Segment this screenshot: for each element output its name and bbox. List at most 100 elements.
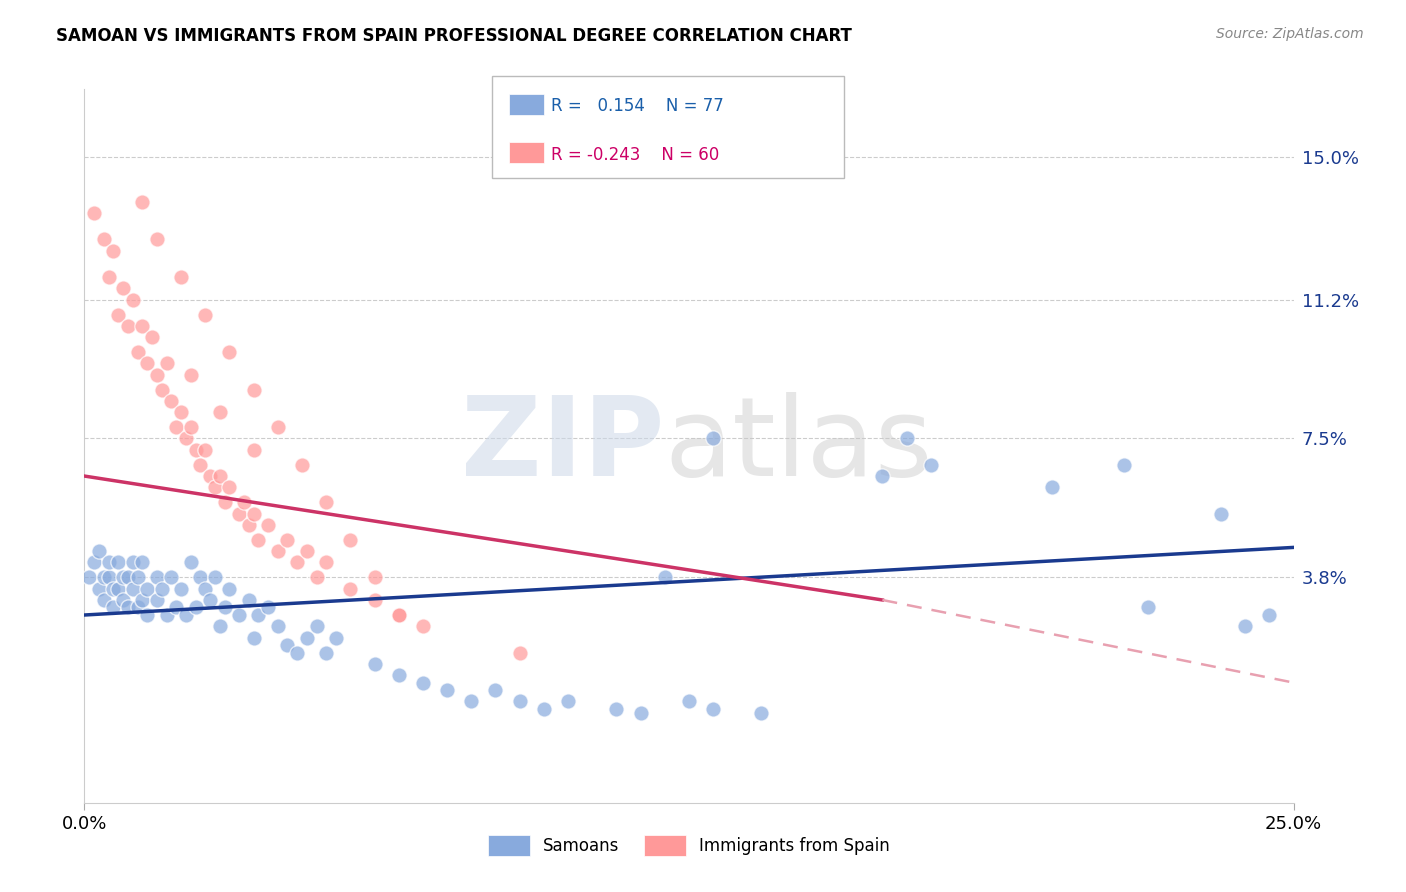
Point — [107, 556, 129, 570]
Point — [146, 570, 169, 584]
Point — [127, 570, 149, 584]
Point — [93, 570, 115, 584]
Point — [174, 607, 197, 622]
Point — [107, 308, 129, 322]
Point — [242, 383, 264, 397]
Point — [363, 593, 385, 607]
Point — [285, 646, 308, 660]
Point — [896, 432, 918, 446]
Point — [155, 607, 177, 622]
Point — [557, 694, 579, 708]
Point — [83, 556, 105, 570]
Point — [117, 600, 139, 615]
Point — [190, 458, 212, 472]
Point — [160, 570, 183, 584]
Point — [305, 570, 328, 584]
Point — [388, 607, 411, 622]
Point — [214, 495, 236, 509]
Point — [242, 442, 264, 457]
Point — [484, 683, 506, 698]
Point — [339, 582, 361, 596]
Point — [83, 206, 105, 220]
Point — [1234, 619, 1257, 633]
Point — [136, 356, 159, 370]
Point — [204, 480, 226, 494]
Point — [121, 556, 143, 570]
Text: R =   0.154    N = 77: R = 0.154 N = 77 — [551, 97, 724, 115]
Point — [1209, 507, 1232, 521]
Point — [208, 469, 231, 483]
Point — [160, 393, 183, 408]
Text: R = -0.243    N = 60: R = -0.243 N = 60 — [551, 145, 720, 163]
Point — [276, 533, 298, 547]
Point — [131, 556, 153, 570]
Point — [247, 607, 270, 622]
Point — [363, 570, 385, 584]
Point — [112, 593, 135, 607]
Point — [112, 570, 135, 584]
Point — [509, 694, 531, 708]
Point — [291, 458, 314, 472]
Point — [97, 270, 120, 285]
Point — [190, 570, 212, 584]
Point — [276, 638, 298, 652]
Point — [103, 244, 125, 258]
Point — [131, 593, 153, 607]
Point — [363, 657, 385, 671]
Point — [117, 318, 139, 333]
Point — [121, 582, 143, 596]
Point — [103, 600, 125, 615]
Point — [228, 607, 250, 622]
Point — [678, 694, 700, 708]
Point — [654, 570, 676, 584]
Point — [605, 702, 627, 716]
Point — [131, 194, 153, 209]
Point — [165, 420, 187, 434]
Point — [170, 270, 193, 285]
Point — [198, 469, 221, 483]
Point — [218, 582, 240, 596]
Point — [267, 619, 290, 633]
Point — [155, 356, 177, 370]
Point — [295, 631, 318, 645]
Point — [872, 469, 894, 483]
Point — [315, 646, 337, 660]
Point — [242, 631, 264, 645]
Point — [150, 582, 173, 596]
Point — [412, 675, 434, 690]
Point — [208, 405, 231, 419]
Point — [174, 432, 197, 446]
Point — [93, 232, 115, 246]
Point — [170, 405, 193, 419]
Point — [77, 570, 100, 584]
Point — [97, 570, 120, 584]
Point — [117, 570, 139, 584]
Point — [170, 582, 193, 596]
Point — [509, 646, 531, 660]
Legend: Samoans, Immigrants from Spain: Samoans, Immigrants from Spain — [481, 829, 897, 863]
Point — [751, 706, 773, 720]
Point — [1137, 600, 1160, 615]
Point — [315, 495, 337, 509]
Point — [218, 345, 240, 359]
Text: SAMOAN VS IMMIGRANTS FROM SPAIN PROFESSIONAL DEGREE CORRELATION CHART: SAMOAN VS IMMIGRANTS FROM SPAIN PROFESSI… — [56, 27, 852, 45]
Text: Source: ZipAtlas.com: Source: ZipAtlas.com — [1216, 27, 1364, 41]
Point — [238, 517, 260, 532]
Point — [920, 458, 942, 472]
Point — [702, 432, 724, 446]
Point — [127, 345, 149, 359]
Point — [412, 619, 434, 633]
Point — [180, 368, 202, 382]
Text: atlas: atlas — [665, 392, 934, 500]
Point — [165, 600, 187, 615]
Text: ZIP: ZIP — [461, 392, 665, 500]
Point — [388, 668, 411, 682]
Point — [1114, 458, 1136, 472]
Point — [339, 533, 361, 547]
Point — [257, 517, 280, 532]
Point — [127, 600, 149, 615]
Point — [121, 293, 143, 307]
Point — [1040, 480, 1063, 494]
Point — [460, 694, 482, 708]
Point — [184, 600, 207, 615]
